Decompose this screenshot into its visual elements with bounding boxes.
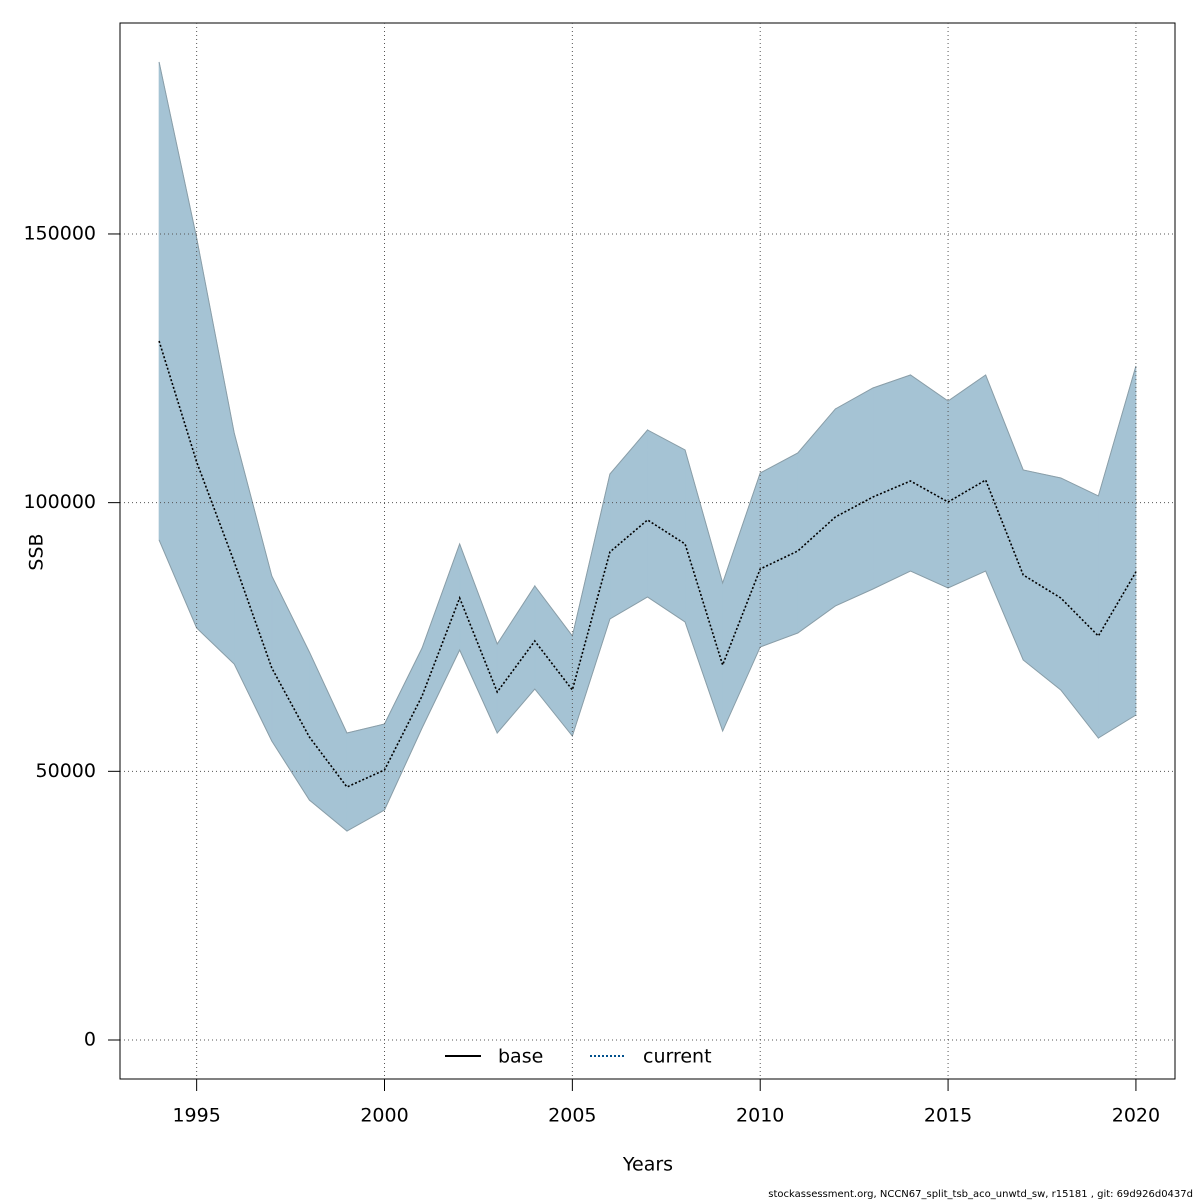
confidence-band — [158, 61, 198, 629]
confidence-band — [947, 374, 987, 589]
y-tick-label: 100000 — [23, 491, 96, 513]
x-tick-label: 2000 — [360, 1105, 408, 1127]
confidence-band — [384, 647, 423, 811]
confidence-band — [684, 449, 724, 732]
confidence-band — [797, 407, 836, 634]
confidence-band — [722, 472, 761, 732]
x-tick-label: 2015 — [924, 1105, 972, 1127]
y-axis-title: SSB — [26, 533, 48, 570]
x-axis-title: Years — [622, 1154, 673, 1176]
confidence-band — [647, 429, 686, 623]
band-edge — [158, 539, 1137, 832]
footer: stockassessment.org, NCCN67_split_tsb_ac… — [768, 1189, 1193, 1200]
confidence-band — [910, 374, 949, 589]
y-tick-label: 150000 — [23, 222, 96, 244]
x-tick-label: 1995 — [172, 1105, 220, 1127]
confidence-band — [459, 543, 498, 734]
plot-frame — [119, 22, 1176, 1080]
confidence-band — [609, 428, 648, 620]
confidence-band — [196, 237, 235, 665]
confidence-band — [421, 543, 461, 729]
legend-label: current — [643, 1046, 712, 1068]
band-edge — [158, 61, 1137, 734]
confidence-band — [233, 432, 273, 742]
confidence-band — [872, 374, 911, 590]
series-line — [158, 340, 1137, 789]
y-tick-label: 50000 — [36, 760, 96, 782]
confidence-band — [571, 473, 611, 737]
confidence-band — [1097, 365, 1137, 739]
confidence-band — [346, 723, 385, 832]
confidence-band — [534, 584, 573, 738]
confidence-band — [985, 374, 1024, 661]
confidence-band — [834, 387, 874, 607]
y-tick-label: 0 — [84, 1028, 96, 1050]
x-tick-label: 2020 — [1112, 1105, 1160, 1127]
x-tick-label: 2010 — [736, 1105, 784, 1127]
legend-label: base — [498, 1046, 543, 1068]
confidence-band — [759, 452, 799, 648]
confidence-band — [1060, 477, 1099, 740]
confidence-band — [271, 575, 310, 802]
x-tick-label: 2005 — [548, 1105, 596, 1127]
